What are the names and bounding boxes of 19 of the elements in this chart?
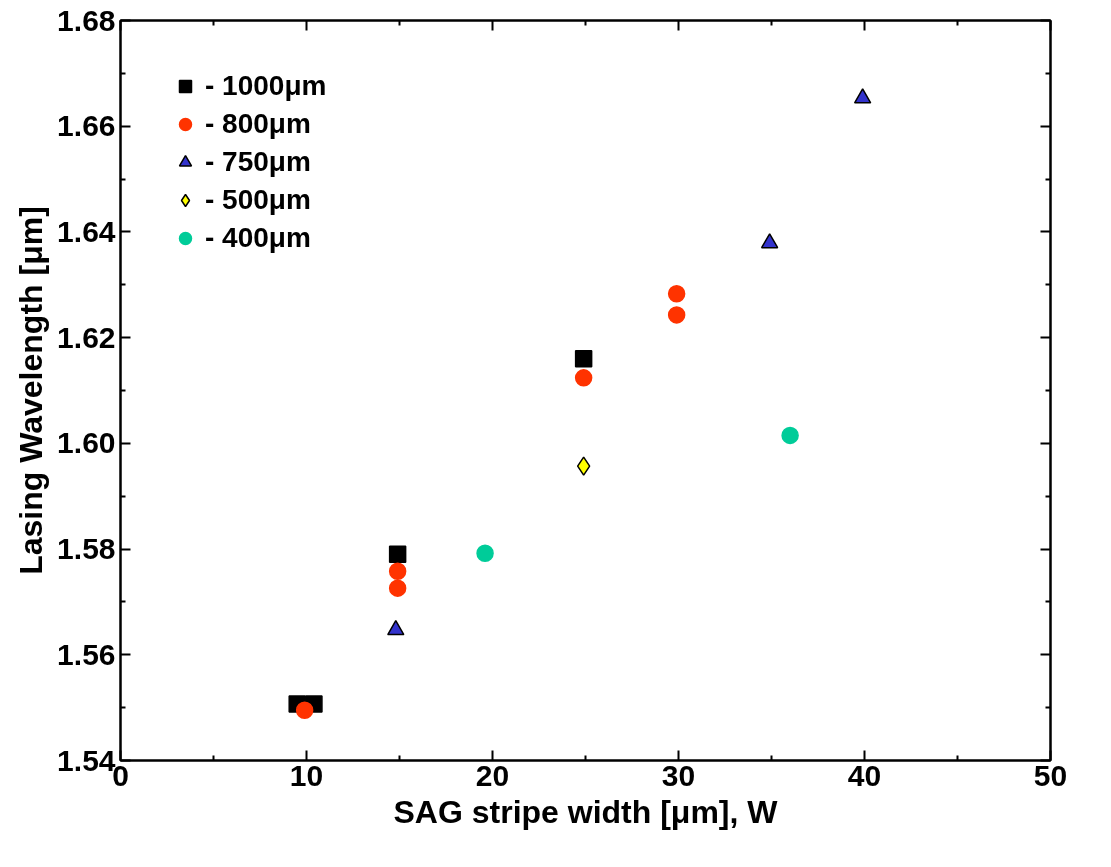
y-tick-label: 1.68 xyxy=(57,3,116,37)
legend-label: - 1000μm xyxy=(205,70,327,102)
y-tick-label: 1.58 xyxy=(57,532,116,566)
legend-label: - 800μm xyxy=(205,108,311,140)
x-tick-label: 50 xyxy=(1033,758,1068,792)
legend-label: - 500μm xyxy=(205,184,311,216)
x-tick-label: 30 xyxy=(661,758,696,792)
legend-label: - 400μm xyxy=(205,222,311,254)
y-axis-title: Lasing Wavelength [μm] xyxy=(13,206,50,575)
x-axis-title: SAG stripe width [μm], W xyxy=(393,793,779,830)
y-tick-label: 1.62 xyxy=(57,320,116,354)
y-tick-label: 1.60 xyxy=(57,426,116,460)
y-tick-label: 1.64 xyxy=(57,214,116,248)
x-tick-label: 40 xyxy=(847,758,882,792)
x-tick-label: 10 xyxy=(289,758,324,792)
y-tick-label: 1.66 xyxy=(57,109,116,143)
y-tick-label: 1.56 xyxy=(57,637,116,671)
x-tick-label: 20 xyxy=(475,758,510,792)
legend-label: - 750μm xyxy=(205,146,311,178)
